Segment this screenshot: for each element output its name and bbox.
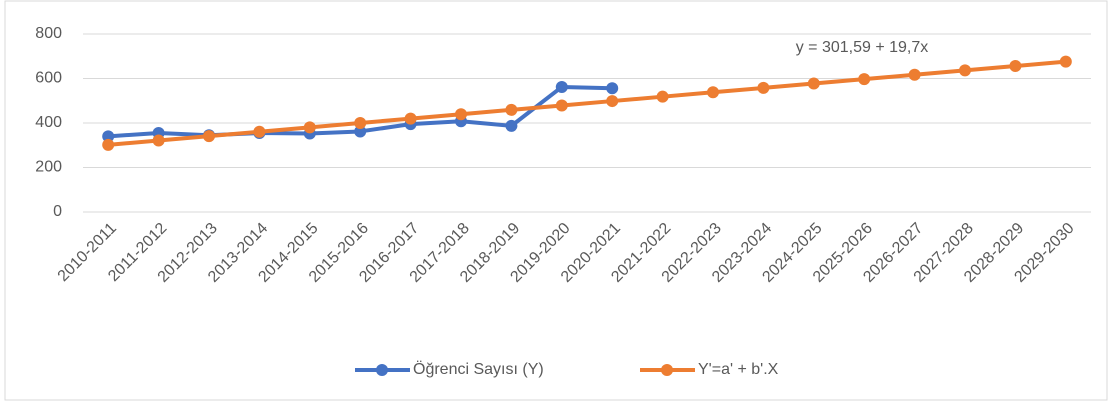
data-point <box>1009 59 1022 72</box>
data-point <box>404 112 417 125</box>
data-point <box>656 90 669 103</box>
trend-equation: y = 301,59 + 19,7x <box>796 39 929 56</box>
data-point <box>606 82 619 95</box>
data-point <box>707 86 719 99</box>
chart-frame <box>4 0 1108 401</box>
legend-marker <box>376 364 388 376</box>
data-point <box>102 130 115 143</box>
data-point <box>354 116 367 129</box>
y-tick-label: 800 <box>35 25 62 42</box>
data-point <box>858 73 871 86</box>
data-point <box>455 108 467 121</box>
data-point <box>807 77 820 90</box>
y-tick-label: 0 <box>53 203 62 220</box>
data-point <box>203 130 215 143</box>
y-tick-label: 400 <box>35 114 62 131</box>
data-point <box>555 99 568 112</box>
legend-label: Y'=a' + b'.X <box>698 361 779 378</box>
data-point <box>354 125 367 138</box>
legend-label: Öğrenci Sayısı (Y) <box>413 360 544 378</box>
data-point <box>505 103 518 116</box>
y-tick-label: 600 <box>35 70 62 87</box>
data-point <box>606 95 619 108</box>
series-line <box>108 59 1066 147</box>
data-point <box>505 119 518 132</box>
data-point <box>253 125 266 138</box>
data-point <box>555 80 568 93</box>
data-point <box>1059 55 1072 68</box>
data-point <box>757 81 770 94</box>
data-point <box>102 138 115 151</box>
data-point <box>152 134 165 147</box>
y-tick-label: 200 <box>35 159 62 176</box>
legend-marker <box>661 364 673 376</box>
data-point <box>303 121 316 134</box>
data-point <box>959 64 971 77</box>
data-point <box>908 68 921 81</box>
